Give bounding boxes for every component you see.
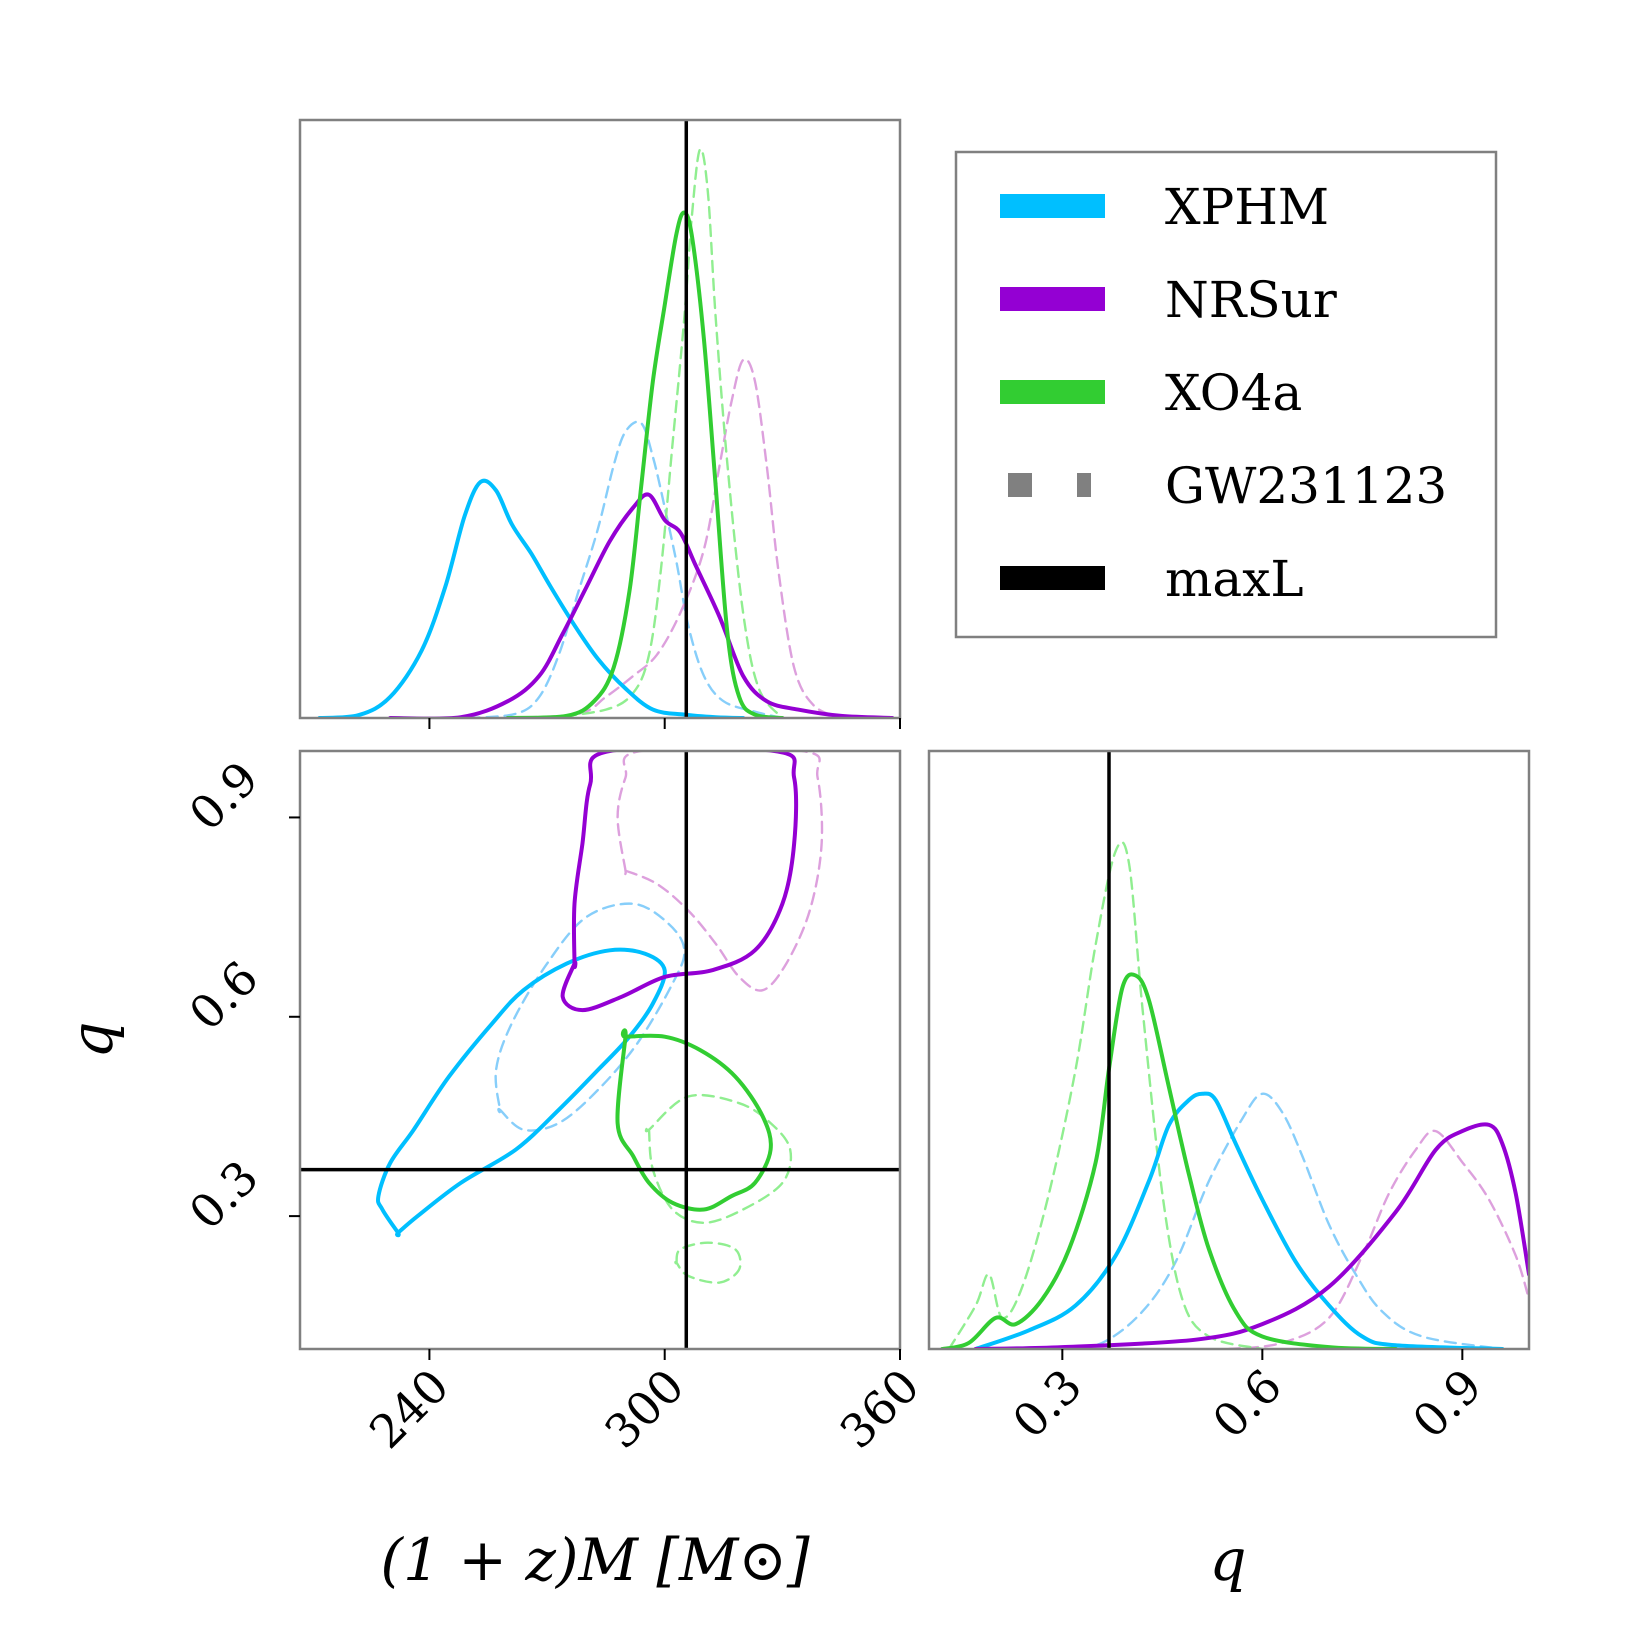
contour-gw231123-nrsur [616, 751, 824, 992]
q-density-gw231123-nrsur [1227, 1129, 1529, 1349]
legend-label-gw231123: GW231123 [1165, 457, 1447, 515]
y-axis-title-q: q [58, 1021, 126, 1058]
q-density-xo4a [940, 972, 1398, 1349]
mass-vs-q-frame [298, 749, 902, 1351]
legend-swatch-maxl [1000, 566, 1105, 590]
contour-xo4a [615, 1028, 773, 1212]
mass-marginal-frame [298, 118, 902, 720]
mass-density-xphm [317, 478, 746, 718]
mass-density-xo4a [505, 210, 785, 718]
q-marginal-frame [927, 749, 1531, 1351]
x-axis-title-q: q [1209, 1526, 1246, 1594]
legend-label-nrsur: NRSur [1165, 271, 1337, 329]
legend-swatch-nrsur [1000, 287, 1105, 311]
mass-density-nrsur [388, 492, 895, 718]
q-marginal-panel [940, 751, 1529, 1349]
q-density-xphm [973, 1091, 1505, 1349]
tick-label-q-left: 0.6 [179, 951, 269, 1041]
contour-xphm [376, 947, 667, 1238]
q-density-gw231123-xphm [1061, 1092, 1504, 1349]
tick-label-q-left: 0.3 [179, 1150, 269, 1240]
axis-ticks: 240 300 360 0.3 0.3 0.6 0.6 0.9 0.9 [179, 718, 1492, 1459]
legend-swatch-gw231123-b [1077, 473, 1091, 497]
legend-swatch-xphm [1000, 194, 1105, 218]
mass-density-gw231123-xphm [467, 420, 784, 718]
tick-label-mass: 300 [594, 1359, 694, 1459]
q-density-nrsur [973, 1122, 1529, 1349]
legend-swatch-xo4a [1000, 380, 1105, 404]
mass-density-gw231123-nrsur [506, 357, 843, 718]
contour-gw231123-xphm [494, 902, 686, 1132]
mass-marginal-panel [317, 120, 895, 718]
tick-label-mass: 240 [359, 1359, 459, 1459]
tick-label-q-left: 0.9 [179, 751, 269, 841]
x-axis-title-mass: (1 + z)M [M⊙] [380, 1526, 810, 1594]
mass-vs-q-panel [300, 751, 900, 1349]
contour-nrsur [560, 751, 799, 1013]
tick-label-mass: 360 [830, 1359, 930, 1459]
legend-label-xo4a: XO4a [1165, 364, 1302, 422]
tick-label-q-bottom: 0.3 [1002, 1359, 1092, 1449]
legend: XPHM NRSur XO4a GW231123 maxL [954, 150, 1498, 639]
legend-swatch-gw231123 [1008, 473, 1032, 497]
tick-label-q-bottom: 0.6 [1202, 1359, 1292, 1449]
legend-label-maxl: maxL [1165, 550, 1304, 608]
tick-label-q-bottom: 0.9 [1402, 1359, 1492, 1449]
contour-gw231123-xo4a [644, 1093, 793, 1224]
legend-label-xphm: XPHM [1165, 178, 1329, 236]
mass-density-gw231123-xo4a [545, 147, 784, 718]
q-density-gw231123-xo4a [947, 840, 1264, 1349]
